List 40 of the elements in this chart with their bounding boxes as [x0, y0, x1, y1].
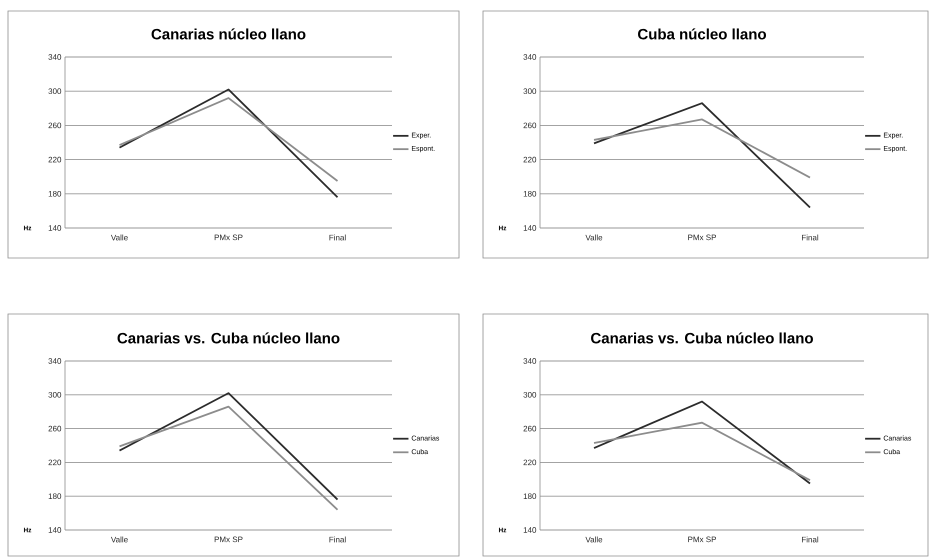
- y-tick-label: 260: [48, 122, 62, 128]
- y-tick-label: 220: [524, 156, 536, 162]
- y-tick-label: 220: [524, 460, 536, 466]
- y-tick-label: 300: [523, 392, 536, 398]
- x-tick-label: Valle: [110, 536, 128, 542]
- chart-title: Canarias vs. Cuba núcleo llano: [591, 332, 813, 344]
- y-tick-label: 220: [48, 460, 62, 466]
- chart-title: Cuba núcleo llano: [638, 28, 766, 40]
- x-tick-label: PMx SP: [688, 536, 716, 542]
- y-tick-label: 300: [48, 88, 62, 94]
- y-tick-label: 180: [48, 190, 62, 197]
- y-tick-label: 140: [524, 225, 536, 231]
- y-tick-label: 260: [524, 426, 536, 432]
- y-tick-label: 340: [523, 358, 536, 364]
- x-tick-label: Final: [802, 536, 818, 542]
- x-tick-label: Final: [329, 536, 346, 542]
- x-tick-label: Valle: [585, 234, 602, 240]
- y-tick-label: 260: [524, 122, 536, 128]
- x-tick-label: Valle: [585, 536, 602, 542]
- y-tick-label: 300: [48, 392, 62, 398]
- y-tick-label: 340: [48, 358, 62, 364]
- y-tick-label: 180: [524, 190, 536, 197]
- y-tick-label: 340: [48, 54, 62, 60]
- x-tick-label: PMx SP: [214, 536, 243, 542]
- x-tick-label: Final: [329, 234, 346, 240]
- x-tick-label: PMx SP: [214, 234, 243, 240]
- y-tick-label: 180: [48, 493, 62, 500]
- x-tick-label: Valle: [110, 234, 128, 240]
- y-tick-label: 140: [48, 225, 62, 231]
- y-tick-label: 260: [48, 426, 62, 432]
- y-tick-label: 340: [523, 54, 536, 60]
- y-tick-label: 300: [523, 88, 536, 94]
- y-tick-label: 180: [524, 493, 536, 500]
- y-tick-label: 140: [524, 527, 536, 533]
- chart-title: Canarias vs. Cuba núcleo llano: [118, 332, 340, 344]
- x-tick-label: Final: [802, 234, 818, 240]
- x-tick-label: PMx SP: [688, 234, 716, 240]
- y-tick-label: 140: [48, 527, 62, 533]
- y-tick-label: 220: [48, 156, 62, 162]
- chart-title: Canarias núcleo llano: [152, 28, 306, 40]
